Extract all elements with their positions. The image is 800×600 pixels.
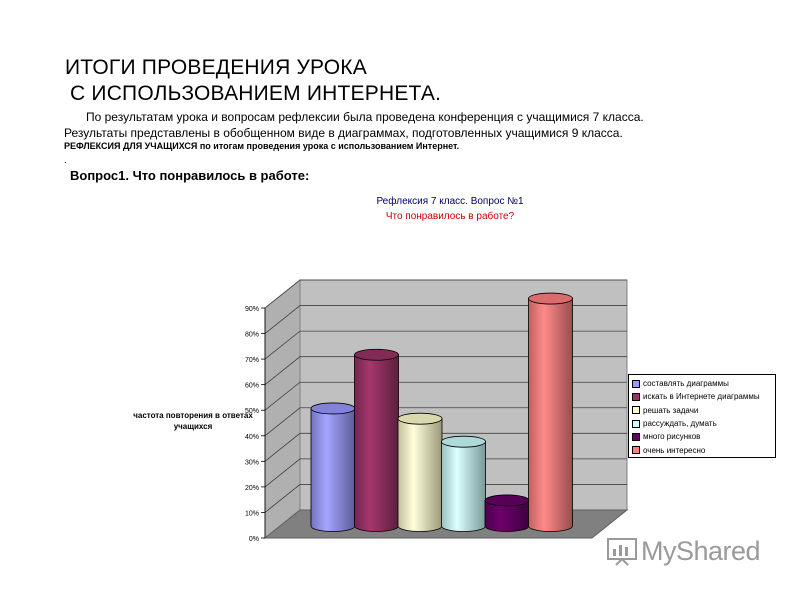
legend-item: решать задачи — [632, 404, 772, 417]
gridline — [264, 458, 627, 488]
legend-item: много рисунков — [632, 430, 772, 443]
legend-swatch — [632, 446, 640, 455]
bar-body — [310, 408, 356, 532]
gridline — [264, 381, 627, 411]
title-line-2: С ИСПОЛЬЗОВАНИЕМ ИНТЕРНЕТА. — [70, 82, 442, 105]
question-heading: Вопрос1. Что понравилось в работе: — [70, 168, 310, 183]
side-wall — [264, 278, 301, 540]
legend-item: искать в Интернете диаграммы — [632, 390, 772, 403]
legend-item: очень интересно — [632, 443, 772, 456]
reflection-heading: РЕФЛЕКСИЯ ДЛЯ УЧАЩИХСЯ по итогам проведе… — [64, 141, 460, 151]
y-tick-label: 0% — [249, 536, 259, 543]
bar-top — [310, 402, 356, 415]
myshared-logo: MyShared — [607, 536, 761, 567]
y-tick-label: 10% — [245, 510, 259, 517]
legend-swatch — [632, 392, 640, 401]
dot-mark: . — [64, 155, 67, 165]
legend-label: составлять диаграммы — [643, 379, 729, 389]
bar-top — [441, 435, 486, 448]
bar-5 — [484, 494, 530, 532]
legend-swatch — [632, 379, 640, 388]
bar-3 — [397, 412, 443, 532]
intro-paragraph-1: По результатам урока и вопросам рефлекси… — [86, 110, 644, 124]
legend-label: искать в Интернете диаграммы — [643, 392, 760, 402]
chart-legend: составлять диаграммы искать в Интернете д… — [628, 374, 776, 458]
bar-top — [397, 412, 443, 425]
gridline — [264, 484, 627, 513]
y-tick-label: 20% — [245, 485, 259, 492]
y-tick-label: 40% — [245, 434, 259, 441]
y-tick-label: 90% — [245, 306, 259, 313]
bar-body — [528, 298, 573, 532]
y-tick-label: 70% — [245, 357, 259, 364]
gridline — [264, 356, 627, 385]
bar-4 — [441, 435, 486, 532]
bar-body — [354, 354, 399, 532]
legend-label: очень интересно — [643, 445, 706, 455]
bar-body — [397, 418, 443, 532]
bar-6 — [528, 292, 573, 532]
y-tick-label: 60% — [245, 383, 259, 390]
gridline — [264, 279, 627, 309]
watermark-text: MyShared — [641, 536, 761, 566]
bar-top — [528, 292, 573, 305]
legend-label: много рисунков — [643, 432, 701, 442]
bar-top — [354, 348, 399, 361]
chart-subtitle: Что понравилось в работе? — [385, 211, 515, 222]
gridline — [264, 305, 627, 334]
presentation-icon — [607, 537, 637, 566]
intro-paragraph-2: Результаты представлены в обобщенном вид… — [64, 126, 623, 140]
legend-label: рассуждать, думать — [643, 419, 717, 429]
legend-swatch — [632, 432, 640, 441]
legend-swatch — [632, 406, 640, 415]
chart-title: Рефлексия 7 класс. Вопрос №1 — [376, 196, 524, 207]
legend-item: рассуждать, думать — [632, 417, 772, 430]
y-tick-label: 30% — [245, 459, 259, 466]
chart-bars — [310, 292, 573, 532]
y-tick-labels: 0% 10% 20% 30% 40% 50% 60% 70% 80% 90% — [245, 306, 266, 543]
bar-top — [484, 494, 530, 507]
gridline — [264, 330, 627, 360]
bar-2 — [354, 348, 399, 532]
legend-label: решать задачи — [643, 405, 699, 415]
legend-swatch — [632, 419, 640, 428]
bar-body — [441, 441, 486, 532]
legend-item: составлять диаграммы — [632, 377, 772, 390]
chart-gridlines — [264, 279, 627, 513]
y-tick-label: 50% — [245, 408, 259, 415]
title-line-1: ИТОГИ ПРОВЕДЕНИЯ УРОКА — [65, 56, 367, 79]
bar-1 — [310, 402, 356, 532]
y-tick-label: 80% — [245, 332, 259, 339]
gridline — [264, 432, 627, 462]
gridline — [264, 407, 627, 437]
y-axis-label: частота повторения в ответах учащихся — [133, 411, 253, 431]
